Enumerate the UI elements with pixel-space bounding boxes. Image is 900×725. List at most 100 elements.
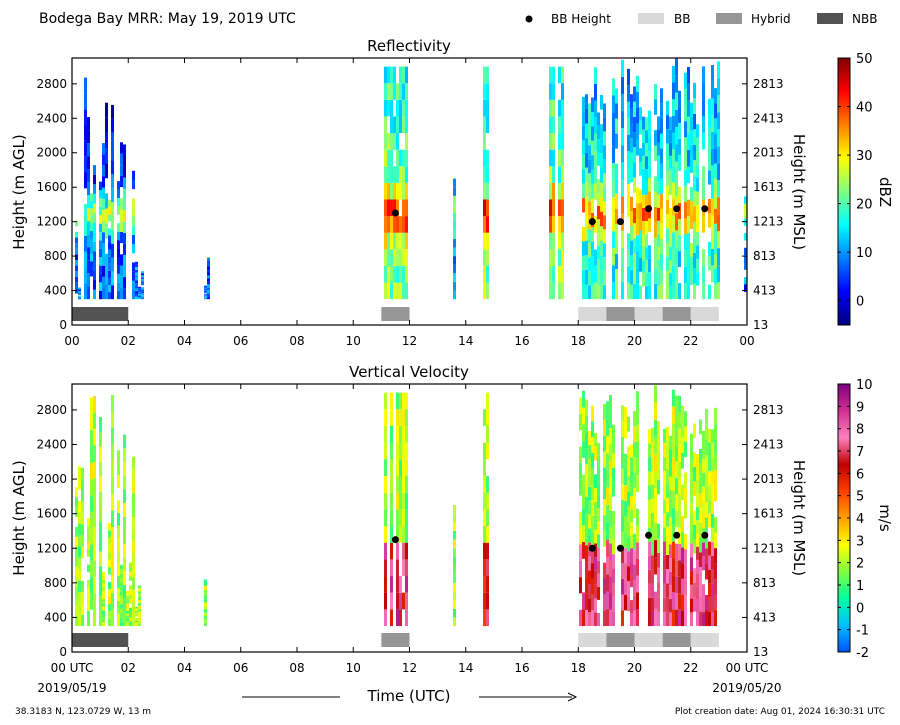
velocity-field-cell [585, 480, 588, 497]
velocity-field-cell [675, 444, 678, 462]
reflectivity-field-cell [123, 199, 126, 211]
velocity-field-cell [597, 547, 600, 561]
reflectivity-field-cell [684, 88, 687, 105]
velocity-field-cell [705, 532, 708, 549]
reflectivity-field-cell [642, 260, 645, 274]
reflectivity-field-cell [90, 231, 93, 239]
reflectivity-field-cell [591, 198, 594, 213]
velocity-field-cell [663, 499, 666, 514]
velocity-field-cell [702, 486, 705, 501]
reflectivity-field-cell [642, 168, 645, 182]
reflectivity-field-cell [108, 256, 111, 264]
velocity-field-cell [99, 446, 102, 462]
velocity-field-cell [483, 526, 486, 543]
velocity-xtick-label: 00 UTC [51, 661, 94, 675]
velocity-field-cell [108, 596, 111, 604]
reflectivity-field-cell [396, 199, 399, 217]
velocity-field-cell [630, 613, 633, 627]
reflectivity-field-cell [135, 267, 138, 270]
reflectivity-field-cell [669, 234, 672, 248]
reflectivity-field-cell [483, 133, 486, 150]
reflectivity-field-cell [561, 249, 564, 266]
reflectivity-field-cell [561, 166, 564, 183]
velocity-field-cell [654, 557, 657, 575]
reflectivity-field-cell [405, 232, 408, 250]
velocity-field-cell [138, 605, 141, 609]
velocity-field-cell [705, 424, 708, 440]
reflectivity-field-cell [678, 138, 681, 155]
reflectivity-field-cell [708, 98, 711, 114]
velocity-field-cell [627, 476, 630, 492]
velocity-field-cell [708, 611, 711, 627]
reflectivity-field-cell [612, 282, 615, 300]
reflectivity-ytick-label-right: 2813 [753, 77, 784, 91]
velocity-field-cell [111, 477, 114, 495]
velocity-field-cell [606, 435, 609, 454]
velocity-field-cell [624, 579, 627, 595]
reflectivity-field-cell [657, 246, 660, 260]
reflectivity-field-cell [390, 282, 393, 300]
velocity-field-cell [609, 494, 612, 511]
reflectivity-field-cell [123, 277, 126, 289]
reflectivity-field-cell [594, 150, 597, 167]
velocity-field-cell [657, 567, 660, 583]
reflectivity-field-cell [690, 102, 693, 117]
reflectivity-field-cell [717, 61, 720, 79]
velocity-field-cell [138, 602, 141, 606]
velocity-field-cell [627, 416, 630, 432]
reflectivity-field-cell [486, 216, 489, 233]
reflectivity-field-cell [588, 229, 591, 244]
velocity-field-cell [666, 554, 669, 570]
reflectivity-field-cell [684, 234, 687, 251]
velocity-field-cell [120, 621, 123, 627]
velocity-field-cell [708, 485, 711, 500]
velocity-field-cell [405, 576, 408, 593]
reflectivity-field-cell [402, 232, 405, 250]
velocity-field-cell [384, 459, 387, 477]
reflectivity-field-cell [399, 182, 402, 200]
velocity-field-cell [609, 427, 612, 445]
reflectivity-field-cell [666, 171, 669, 186]
velocity-field-cell [606, 539, 609, 557]
reflectivity-field-cell [84, 93, 87, 110]
velocity-field-cell [612, 467, 615, 483]
reflectivity-field-cell [111, 243, 114, 258]
reflectivity-field-cell [396, 99, 399, 117]
reflectivity-field-cell [90, 246, 93, 254]
velocity-field-cell [594, 584, 597, 599]
velocity-field-cell [594, 557, 597, 571]
velocity-field-cell [633, 595, 636, 611]
velocity-ytick-label: 2000 [36, 472, 67, 486]
velocity-field-cell [663, 569, 666, 584]
velocity-field-cell [690, 557, 693, 572]
reflectivity-field-cell [615, 163, 618, 179]
velocity-ytick-label: 2400 [36, 438, 67, 452]
reflectivity-field-cell [603, 243, 606, 258]
reflectivity-field-cell [141, 287, 144, 290]
reflectivity-field-cell [591, 270, 594, 285]
velocity-field-cell [594, 543, 597, 558]
reflectivity-field-cell [666, 157, 669, 172]
reflectivity-field-cell [102, 143, 105, 155]
reflectivity-field-cell [207, 269, 210, 273]
velocity-field-cell [123, 475, 126, 490]
reflectivity-field-cell [672, 165, 675, 183]
velocity-field-cell [675, 609, 678, 627]
velocity-field-cell [135, 624, 138, 627]
velocity-field-cell [591, 578, 594, 595]
reflectivity-field-cell [453, 187, 456, 196]
reflectivity-field-cell [621, 111, 624, 129]
reflectivity-field-cell [717, 282, 720, 300]
velocity-field-cell [681, 594, 684, 611]
reflectivity-field-cell [99, 282, 102, 291]
reflectivity-field-cell [402, 66, 405, 84]
velocity-field-cell [675, 576, 678, 594]
reflectivity-field-cell [648, 164, 651, 179]
velocity-field-cell [654, 436, 657, 455]
reflectivity-field-cell [393, 232, 396, 250]
reflectivity-field-cell [111, 257, 114, 272]
velocity-field-cell [666, 597, 669, 612]
velocity-field-cell [117, 450, 120, 463]
reflectivity-field-cell [666, 143, 669, 158]
velocity-field-cell [603, 404, 606, 421]
